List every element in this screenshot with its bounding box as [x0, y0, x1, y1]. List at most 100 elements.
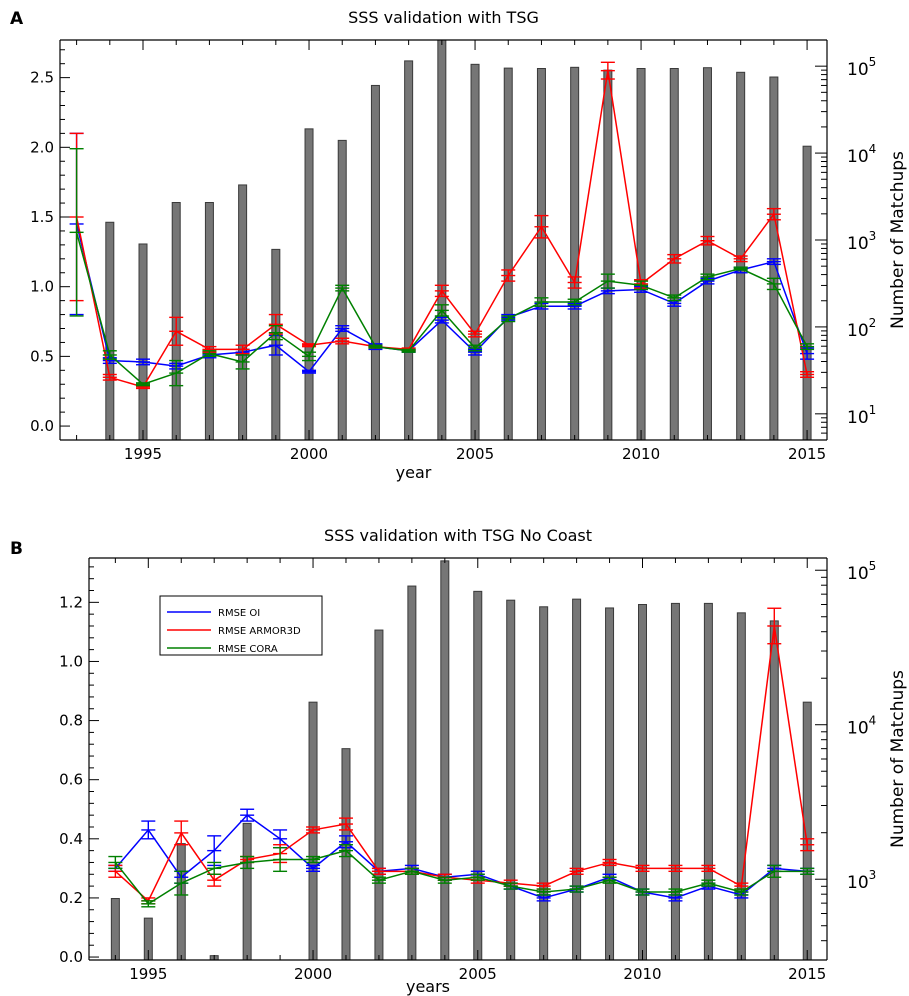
error-bar: [733, 266, 748, 271]
y2-tick-exponent: 2: [869, 316, 877, 330]
error-bar: [338, 817, 353, 831]
error-bar: [567, 276, 582, 289]
matchup-bar: [242, 822, 252, 961]
left-y-ticks: [60, 49, 70, 441]
x-ticks: [114, 558, 808, 960]
error-bar: [207, 861, 222, 875]
matchup-bar: [605, 607, 615, 961]
y-tick-label: 1.0: [59, 652, 83, 670]
error-bar: [503, 882, 518, 890]
matchup-bar: [570, 66, 580, 441]
series-line: [114, 625, 808, 903]
error-bar: [371, 876, 386, 884]
matchup-bar: [503, 67, 513, 441]
y-tick-label: 0.0: [30, 417, 54, 435]
matchup-bar: [138, 243, 148, 441]
error-bar: [766, 207, 781, 221]
y2-tick-exponent: 5: [869, 55, 877, 69]
error-bar: [273, 846, 288, 873]
chart-title: SSS validation with TSG: [348, 8, 539, 27]
matchup-bar: [702, 67, 712, 441]
error-bar: [401, 348, 416, 353]
error-bar: [240, 808, 255, 822]
series-line: [114, 849, 808, 905]
matchup-bar: [440, 560, 450, 961]
error-bar: [174, 820, 189, 846]
y2-tick-base: 10: [847, 408, 869, 428]
x-tick-label: 2015: [788, 445, 826, 463]
error-bar: [240, 855, 255, 870]
error-bar: [207, 835, 222, 867]
matchup-bar: [176, 843, 186, 961]
matchup-bar: [370, 84, 380, 441]
matchup-bar: [670, 602, 680, 961]
matchup-bar: [204, 202, 214, 441]
y2-axis-label: Number of Matchups: [888, 151, 908, 329]
y2-tick-label: 103: [847, 868, 876, 893]
error-bar: [501, 315, 516, 323]
y2-tick-label: 103: [847, 229, 876, 254]
y2-tick-base: 10: [847, 719, 869, 739]
y2-tick-label: 101: [847, 403, 876, 428]
error-bar: [235, 354, 250, 370]
matchup-bar: [238, 184, 248, 441]
right-y-ticks: [815, 39, 827, 441]
matchup-bar: [736, 612, 746, 961]
y-tick-label: 0.5: [30, 347, 54, 365]
error-bar: [700, 235, 715, 246]
error-bar: [371, 867, 386, 875]
error-bar: [767, 864, 782, 878]
y2-tick-exponent: 3: [869, 229, 877, 243]
x-tick-label: 1995: [124, 445, 162, 463]
matchup-bar: [437, 39, 447, 441]
matchup-bar: [105, 221, 115, 441]
matchup-bar: [470, 63, 480, 441]
y2-tick-base: 10: [847, 60, 869, 80]
matchup-bar: [473, 590, 483, 961]
matchup-bar: [769, 620, 779, 961]
error-bar: [470, 873, 485, 881]
chart-title: SSS validation with TSG No Coast: [324, 526, 592, 545]
error-bar: [701, 879, 716, 887]
error-bar: [69, 148, 84, 317]
error-bar: [207, 873, 222, 887]
matchup-bar: [636, 68, 646, 441]
error-bar: [102, 373, 117, 381]
error-bar: [635, 888, 650, 896]
error-bar: [766, 258, 781, 266]
error-bar: [569, 867, 584, 875]
series-rmse-cora: [108, 844, 815, 908]
y2-tick-exponent: 5: [869, 559, 877, 573]
error-bar: [600, 61, 615, 80]
x-tick-label: 2000: [290, 445, 328, 463]
error-bar: [569, 885, 584, 893]
error-bar: [335, 284, 350, 292]
x-tick-label: 2010: [622, 445, 660, 463]
x-tick-label: 2005: [459, 965, 497, 983]
error-bar: [800, 838, 815, 852]
series-line: [114, 814, 808, 899]
error-bar: [306, 855, 321, 864]
error-bar: [335, 337, 350, 345]
matchup-bar: [703, 602, 713, 961]
y2-tick-exponent: 1: [869, 403, 877, 417]
error-bar: [602, 876, 617, 884]
series-rmse-cora: [69, 148, 815, 387]
y2-tick-base: 10: [847, 234, 869, 254]
error-bar: [800, 343, 815, 351]
y2-tick-base: 10: [847, 564, 869, 584]
matchup-bar: [407, 585, 417, 961]
x-tick-label: 2010: [623, 965, 661, 983]
error-bar: [136, 358, 151, 366]
error-bar: [169, 316, 184, 346]
matchup-bar: [536, 68, 546, 441]
error-bar: [534, 214, 549, 239]
error-bar: [338, 844, 353, 858]
x-axis-label: year: [396, 463, 432, 482]
error-bar: [667, 253, 682, 264]
y-tick-label: 0.6: [59, 771, 83, 789]
y2-tick-label: 105: [847, 55, 876, 80]
y-tick-label: 1.5: [30, 208, 54, 226]
error-bar: [536, 888, 551, 896]
